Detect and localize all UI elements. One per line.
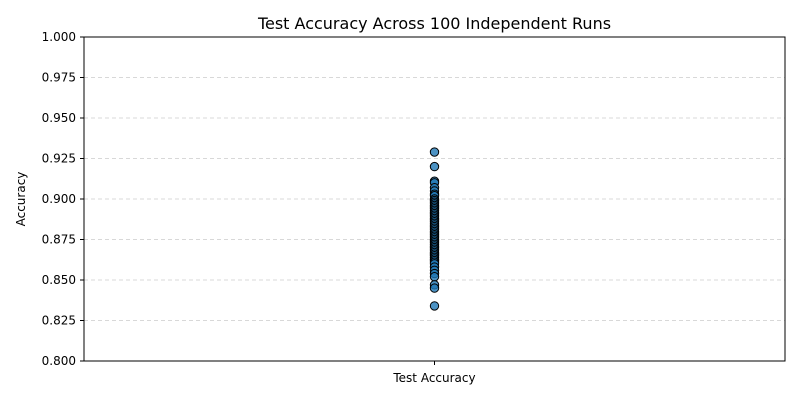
data-point [429,272,440,282]
y-tick-label: 0.800 [42,354,76,368]
data-point [429,147,440,157]
data-point [429,161,440,172]
y-tick-label: 0.850 [42,273,76,287]
y-axis-label: Accuracy [14,172,28,227]
y-tick-label: 0.900 [42,192,76,206]
y-tick-label: 0.875 [42,233,76,247]
y-tick-label: 0.950 [42,111,76,125]
y-axis-ticks: 0.800 0.825 0.850 0.875 0.900 0.925 0.950 0.975… [42,30,84,368]
data-point [429,283,440,293]
data-point [429,301,440,311]
x-tick-label-test-accuracy: Test Accuracy [392,371,475,385]
y-tick-label: 0.925 [42,152,76,166]
data-points [429,147,440,311]
y-tick-label: 0.975 [42,71,76,85]
chart-title: Test Accuracy Across 100 Independent Run… [257,14,611,33]
y-tick-label: 1.000 [42,30,76,44]
y-tick-label: 0.825 [42,314,76,328]
